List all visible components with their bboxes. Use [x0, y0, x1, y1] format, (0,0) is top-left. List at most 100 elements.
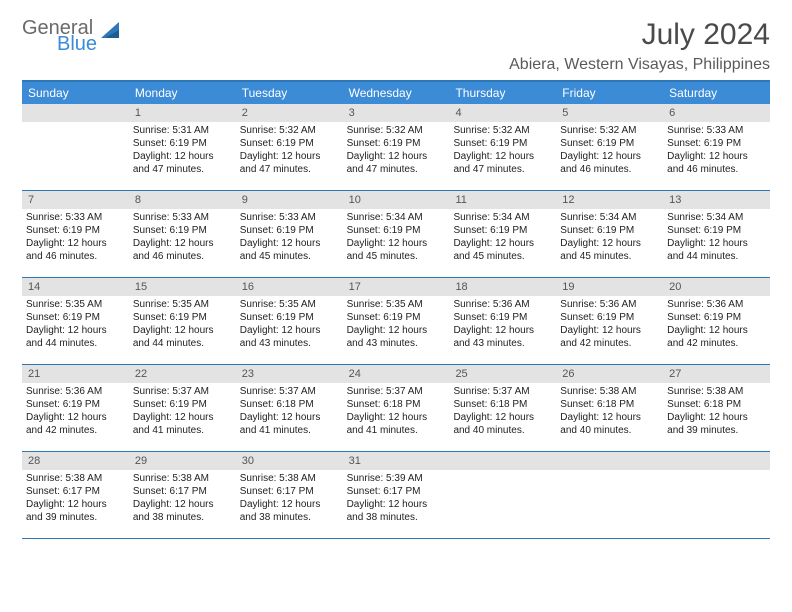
day-info-line: Daylight: 12 hours and 47 minutes. — [240, 150, 339, 176]
day-info-line: Sunrise: 5:32 AM — [240, 124, 339, 137]
day-info-line: Daylight: 12 hours and 39 minutes. — [26, 498, 125, 524]
day-info-line: Sunrise: 5:31 AM — [133, 124, 232, 137]
weekday-header: Tuesday — [236, 82, 343, 104]
day-info-line: Sunset: 6:19 PM — [347, 137, 446, 150]
day-cell: 25Sunrise: 5:37 AMSunset: 6:18 PMDayligh… — [449, 365, 556, 451]
calendar-grid: SundayMondayTuesdayWednesdayThursdayFrid… — [22, 80, 770, 539]
day-cell: 30Sunrise: 5:38 AMSunset: 6:17 PMDayligh… — [236, 452, 343, 538]
day-info-line: Sunset: 6:18 PM — [667, 398, 766, 411]
day-info-line: Daylight: 12 hours and 44 minutes. — [667, 237, 766, 263]
day-info-line: Sunset: 6:19 PM — [347, 311, 446, 324]
day-info-line: Sunrise: 5:36 AM — [667, 298, 766, 311]
day-cell: 11Sunrise: 5:34 AMSunset: 6:19 PMDayligh… — [449, 191, 556, 277]
day-info-line: Sunrise: 5:34 AM — [347, 211, 446, 224]
day-info-line: Daylight: 12 hours and 46 minutes. — [133, 237, 232, 263]
title-block: July 2024 Abiera, Western Visayas, Phili… — [509, 18, 770, 74]
day-body: Sunrise: 5:34 AMSunset: 6:19 PMDaylight:… — [556, 209, 663, 267]
day-number: 24 — [343, 365, 450, 383]
day-info-line: Daylight: 12 hours and 46 minutes. — [26, 237, 125, 263]
day-info-line: Sunrise: 5:33 AM — [26, 211, 125, 224]
week-row: 14Sunrise: 5:35 AMSunset: 6:19 PMDayligh… — [22, 278, 770, 365]
day-info-line: Sunrise: 5:37 AM — [240, 385, 339, 398]
day-number: 5 — [556, 104, 663, 122]
day-cell: 1Sunrise: 5:31 AMSunset: 6:19 PMDaylight… — [129, 104, 236, 190]
day-number: 2 — [236, 104, 343, 122]
day-cell: 10Sunrise: 5:34 AMSunset: 6:19 PMDayligh… — [343, 191, 450, 277]
day-info-line: Daylight: 12 hours and 45 minutes. — [347, 237, 446, 263]
day-number: 14 — [22, 278, 129, 296]
day-info-line: Sunset: 6:19 PM — [453, 224, 552, 237]
day-body: Sunrise: 5:37 AMSunset: 6:18 PMDaylight:… — [449, 383, 556, 441]
day-number: 11 — [449, 191, 556, 209]
day-info-line: Sunset: 6:19 PM — [667, 311, 766, 324]
weekday-header: Wednesday — [343, 82, 450, 104]
day-info-line: Sunrise: 5:34 AM — [667, 211, 766, 224]
week-row: 7Sunrise: 5:33 AMSunset: 6:19 PMDaylight… — [22, 191, 770, 278]
day-cell: 7Sunrise: 5:33 AMSunset: 6:19 PMDaylight… — [22, 191, 129, 277]
location-subtitle: Abiera, Western Visayas, Philippines — [509, 56, 770, 74]
day-info-line: Sunset: 6:18 PM — [453, 398, 552, 411]
day-info-line: Daylight: 12 hours and 43 minutes. — [453, 324, 552, 350]
day-info-line: Daylight: 12 hours and 41 minutes. — [133, 411, 232, 437]
day-body: Sunrise: 5:33 AMSunset: 6:19 PMDaylight:… — [236, 209, 343, 267]
day-cell-empty — [22, 104, 129, 190]
week-row: 28Sunrise: 5:38 AMSunset: 6:17 PMDayligh… — [22, 452, 770, 539]
day-info-line: Sunrise: 5:38 AM — [667, 385, 766, 398]
day-info-line: Sunrise: 5:33 AM — [240, 211, 339, 224]
day-cell: 21Sunrise: 5:36 AMSunset: 6:19 PMDayligh… — [22, 365, 129, 451]
day-info-line: Sunrise: 5:33 AM — [133, 211, 232, 224]
header-bar: General Blue July 2024 Abiera, Western V… — [22, 18, 770, 74]
day-body: Sunrise: 5:33 AMSunset: 6:19 PMDaylight:… — [22, 209, 129, 267]
day-number: 1 — [129, 104, 236, 122]
day-cell: 6Sunrise: 5:33 AMSunset: 6:19 PMDaylight… — [663, 104, 770, 190]
day-body: Sunrise: 5:38 AMSunset: 6:17 PMDaylight:… — [22, 470, 129, 528]
day-info-line: Sunset: 6:19 PM — [240, 224, 339, 237]
day-info-line: Sunset: 6:19 PM — [133, 311, 232, 324]
day-info-line: Sunset: 6:19 PM — [133, 137, 232, 150]
day-number: 23 — [236, 365, 343, 383]
day-info-line: Sunrise: 5:34 AM — [453, 211, 552, 224]
day-info-line: Daylight: 12 hours and 42 minutes. — [560, 324, 659, 350]
day-info-line: Sunrise: 5:37 AM — [347, 385, 446, 398]
day-number: 17 — [343, 278, 450, 296]
day-cell: 4Sunrise: 5:32 AMSunset: 6:19 PMDaylight… — [449, 104, 556, 190]
day-body: Sunrise: 5:36 AMSunset: 6:19 PMDaylight:… — [449, 296, 556, 354]
day-info-line: Sunset: 6:17 PM — [26, 485, 125, 498]
day-info-line: Daylight: 12 hours and 45 minutes. — [560, 237, 659, 263]
day-number — [556, 452, 663, 470]
week-row: 21Sunrise: 5:36 AMSunset: 6:19 PMDayligh… — [22, 365, 770, 452]
day-info-line: Sunrise: 5:32 AM — [347, 124, 446, 137]
day-body: Sunrise: 5:32 AMSunset: 6:19 PMDaylight:… — [556, 122, 663, 180]
day-info-line: Sunset: 6:17 PM — [133, 485, 232, 498]
day-body: Sunrise: 5:32 AMSunset: 6:19 PMDaylight:… — [449, 122, 556, 180]
day-info-line: Sunset: 6:19 PM — [560, 311, 659, 324]
day-info-line: Daylight: 12 hours and 42 minutes. — [26, 411, 125, 437]
day-body: Sunrise: 5:32 AMSunset: 6:19 PMDaylight:… — [343, 122, 450, 180]
weekday-header: Monday — [129, 82, 236, 104]
logo: General Blue — [22, 18, 123, 54]
day-info-line: Sunrise: 5:36 AM — [560, 298, 659, 311]
day-cell-empty — [663, 452, 770, 538]
day-number: 16 — [236, 278, 343, 296]
day-info-line: Sunset: 6:19 PM — [560, 137, 659, 150]
day-number: 3 — [343, 104, 450, 122]
weekday-header: Sunday — [22, 82, 129, 104]
day-cell: 31Sunrise: 5:39 AMSunset: 6:17 PMDayligh… — [343, 452, 450, 538]
day-info-line: Sunrise: 5:35 AM — [26, 298, 125, 311]
day-info-line: Sunrise: 5:32 AM — [560, 124, 659, 137]
day-info-line: Sunset: 6:19 PM — [560, 224, 659, 237]
day-info-line: Sunset: 6:18 PM — [347, 398, 446, 411]
day-body: Sunrise: 5:35 AMSunset: 6:19 PMDaylight:… — [236, 296, 343, 354]
day-info-line: Sunset: 6:19 PM — [453, 137, 552, 150]
day-body: Sunrise: 5:32 AMSunset: 6:19 PMDaylight:… — [236, 122, 343, 180]
day-info-line: Daylight: 12 hours and 44 minutes. — [133, 324, 232, 350]
day-cell: 2Sunrise: 5:32 AMSunset: 6:19 PMDaylight… — [236, 104, 343, 190]
day-info-line: Sunrise: 5:36 AM — [26, 385, 125, 398]
day-info-line: Sunset: 6:17 PM — [347, 485, 446, 498]
day-body — [556, 470, 663, 530]
day-info-line: Sunset: 6:17 PM — [240, 485, 339, 498]
day-info-line: Sunset: 6:18 PM — [560, 398, 659, 411]
day-info-line: Daylight: 12 hours and 38 minutes. — [133, 498, 232, 524]
day-body: Sunrise: 5:37 AMSunset: 6:18 PMDaylight:… — [236, 383, 343, 441]
day-body: Sunrise: 5:34 AMSunset: 6:19 PMDaylight:… — [449, 209, 556, 267]
